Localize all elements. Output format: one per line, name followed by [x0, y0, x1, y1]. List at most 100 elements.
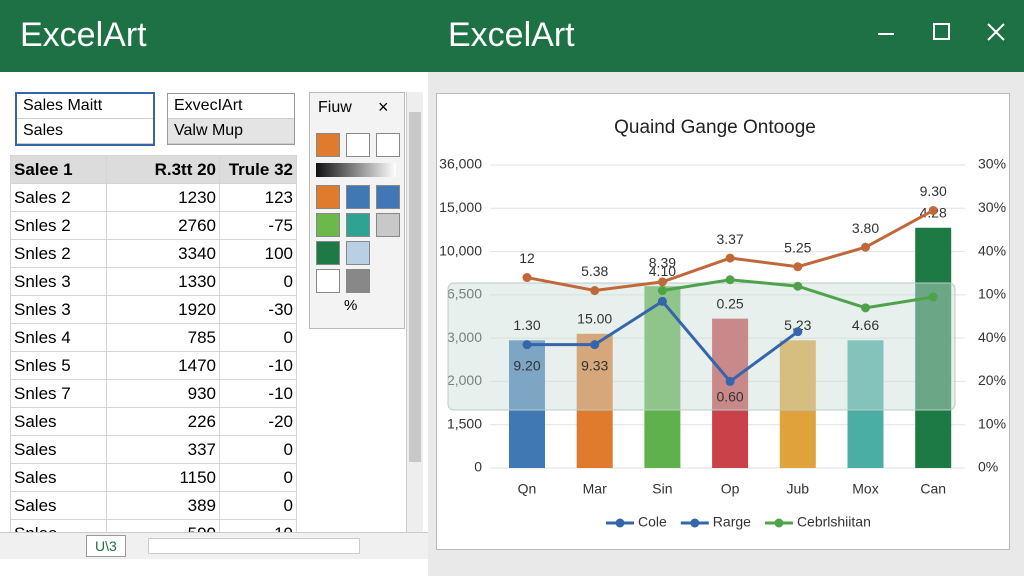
cell[interactable]: 0	[219, 491, 297, 520]
row: Snles 3 1330 0	[10, 267, 297, 296]
swatch[interactable]	[376, 241, 398, 263]
cell[interactable]: -10	[219, 351, 297, 380]
percent-button[interactable]: %	[344, 297, 358, 314]
dropdown-item[interactable]: ExvecIArt	[168, 94, 294, 119]
cell[interactable]: Sales	[10, 463, 107, 492]
cell[interactable]: Sales 2	[10, 183, 107, 212]
cell[interactable]: Snles 3	[10, 295, 107, 324]
cell[interactable]: Sales	[10, 435, 107, 464]
swatch[interactable]	[316, 185, 340, 209]
bar	[915, 227, 952, 468]
bar	[576, 333, 613, 468]
cell[interactable]: 0	[219, 463, 297, 492]
swatch[interactable]	[346, 213, 370, 237]
bar	[779, 340, 816, 468]
cell[interactable]: 226	[106, 407, 220, 436]
swatch[interactable]	[376, 185, 400, 209]
sheet-tab[interactable]: U\3	[86, 535, 126, 557]
cell[interactable]: 1470	[106, 351, 220, 380]
swatch[interactable]	[316, 269, 340, 293]
point-label: 9.30	[920, 183, 947, 199]
x-tick-label: Op	[721, 481, 740, 497]
dropdown[interactable]: ExvecIArt Valw Mup	[167, 93, 295, 145]
line-point	[861, 242, 870, 252]
dropdown-item[interactable]: Sales Maitt	[17, 94, 153, 119]
panel-close[interactable]: ×	[378, 97, 389, 117]
y2-tick-label: 10%	[978, 415, 1006, 431]
dropdown[interactable]: Sales Maitt Sales	[15, 92, 155, 146]
swatch[interactable]	[346, 241, 370, 265]
cell[interactable]: Snles 2	[10, 211, 107, 240]
swatch[interactable]	[346, 133, 370, 157]
cell[interactable]: Snles 3	[10, 267, 107, 296]
row: Sales 1150 0	[10, 463, 297, 492]
point-label: 8.39	[649, 255, 676, 271]
row: Sales 389 0	[10, 491, 297, 520]
cell[interactable]: -30	[219, 295, 297, 324]
y-tick-label: 1,500	[447, 415, 482, 431]
cell[interactable]: 785	[106, 323, 220, 352]
cell[interactable]: 1920	[106, 295, 220, 324]
app-name: ExcelArt	[20, 16, 147, 54]
y2-tick-label: 0%	[978, 459, 998, 475]
top-label: 4.66	[852, 317, 879, 333]
cell[interactable]: 389	[106, 491, 220, 520]
row: Snles 3 1920 -30	[10, 295, 297, 324]
cell[interactable]: R.3tt 20	[106, 155, 220, 184]
point-label: 3.37	[716, 231, 743, 247]
chart: Quaind Gange Ontooge 36,000 30% 15,000 30% 1…	[439, 117, 1006, 530]
cell[interactable]: -20	[219, 407, 297, 436]
scrollbar[interactable]	[406, 92, 423, 532]
cell[interactable]: 1150	[106, 463, 220, 492]
cell[interactable]: -10	[219, 379, 297, 408]
legend-label: Cole	[638, 514, 667, 530]
cell[interactable]: Salee 1	[10, 155, 107, 184]
bar-label: 9.33	[581, 358, 608, 374]
y2-tick-label: 30%	[978, 156, 1006, 172]
swatch[interactable]	[376, 213, 400, 237]
y-tick-label: 0	[474, 459, 482, 475]
sheet-tabs: U\3	[0, 532, 428, 559]
window-buttons[interactable]	[870, 20, 1010, 50]
cell[interactable]: -75	[219, 211, 297, 240]
swatch[interactable]	[316, 241, 340, 265]
row: Snles 4 785 0	[10, 323, 297, 352]
swatch[interactable]	[346, 185, 370, 209]
legend-label: Cebrlshiitan	[797, 514, 871, 530]
swatch[interactable]	[316, 133, 340, 157]
cell[interactable]: 2760	[106, 211, 220, 240]
swatch[interactable]	[376, 133, 400, 157]
cell[interactable]: Snles 2	[10, 239, 107, 268]
cell[interactable]: 1230	[106, 183, 220, 212]
cell[interactable]: 0	[219, 323, 297, 352]
cell[interactable]: Snles 4	[10, 323, 107, 352]
swatch[interactable]	[316, 213, 340, 237]
dropdown-item[interactable]: Sales	[17, 119, 153, 144]
cell[interactable]: 0	[219, 267, 297, 296]
cell[interactable]: 930	[106, 379, 220, 408]
y2-tick-label: 40%	[978, 242, 1006, 258]
legend-swatch	[774, 518, 784, 528]
cell[interactable]: 1330	[106, 267, 220, 296]
cell[interactable]: Sales	[10, 491, 107, 520]
point-label: 3.80	[852, 220, 879, 236]
x-tick-label: Can	[920, 481, 946, 497]
cell[interactable]: 100	[219, 239, 297, 268]
point-label: 5.25	[784, 239, 811, 255]
dropdown-item[interactable]: Valw Mup	[168, 119, 294, 144]
data-table: Salee 1 R.3tt 20 Trule 32 Sales 2 1230 123 Snl…	[10, 155, 297, 548]
cell[interactable]: Snles 7	[10, 379, 107, 408]
swatch[interactable]	[346, 269, 370, 293]
h-scrollbar[interactable]	[148, 538, 360, 554]
cell[interactable]: Sales	[10, 407, 107, 436]
cell[interactable]: 0	[219, 435, 297, 464]
cell[interactable]: 123	[219, 183, 297, 212]
gradient[interactable]	[316, 163, 396, 177]
line-point	[657, 277, 667, 287]
cell[interactable]: 3340	[106, 239, 220, 268]
cell[interactable]: Trule 32	[219, 155, 297, 184]
cell[interactable]: 337	[106, 435, 220, 464]
cell[interactable]: Snles 5	[10, 351, 107, 380]
